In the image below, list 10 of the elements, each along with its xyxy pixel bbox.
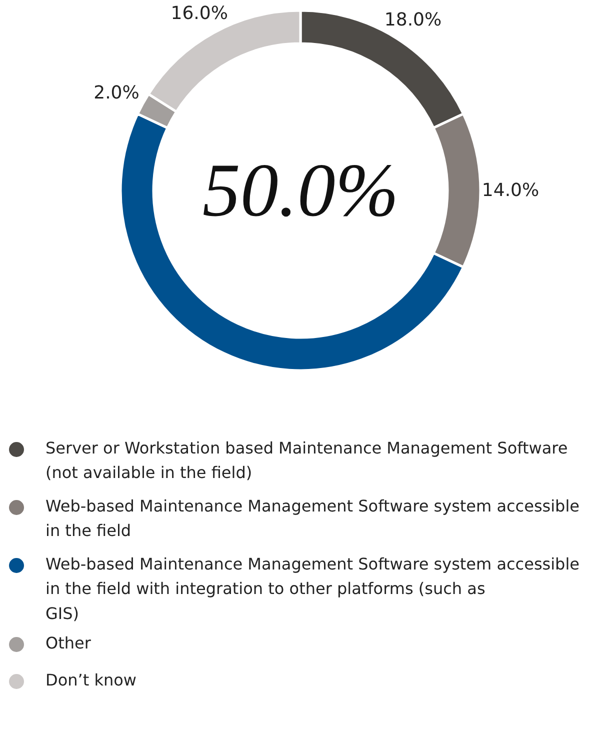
legend-label: Other bbox=[46, 634, 92, 652]
data-label: 18.0% bbox=[384, 9, 442, 30]
legend-label: Don’t know bbox=[46, 670, 136, 690]
data-label: 16.0% bbox=[170, 2, 228, 24]
legend-label: Web-based Maintenance Management Software system accessible in the field bbox=[46, 496, 580, 540]
data-label: 2.0% bbox=[94, 82, 140, 104]
text: 50.0% bbox=[202, 148, 399, 232]
legend-label: Web-based Maintenance Management Software system accessible in the field with integration to other platforms (such as GIS) bbox=[46, 554, 580, 623]
legend-label: Server or Workstation based Maintenance Management Software (not available in the field) bbox=[46, 438, 568, 482]
data-label: 14.0% bbox=[482, 180, 540, 201]
